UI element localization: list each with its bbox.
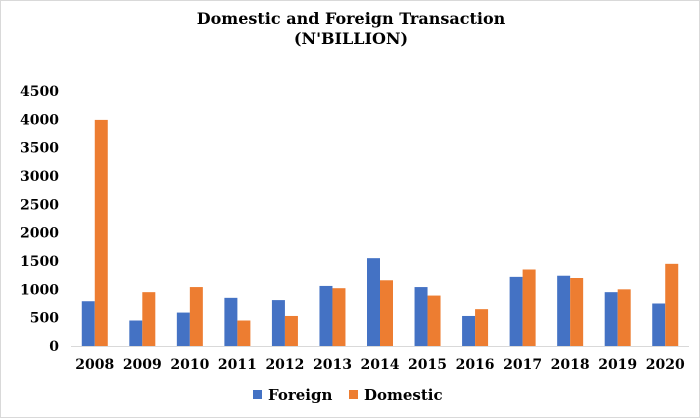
y-tick-label: 4500 (20, 84, 59, 100)
bar-foreign-2014 (367, 258, 380, 346)
bar-foreign-2020 (652, 303, 666, 346)
bar-foreign-2018 (557, 275, 571, 346)
bar-foreign-2015 (414, 287, 428, 346)
legend-label-domestic: Domestic (364, 386, 443, 404)
bar-foreign-2010 (176, 312, 190, 346)
x-tick-label: 2012 (265, 357, 304, 373)
x-tick-label: 2017 (503, 357, 542, 373)
bar-domestic-2014 (380, 280, 393, 346)
legend-label-foreign: Foreign (268, 386, 332, 404)
y-tick-label: 500 (30, 311, 59, 327)
x-tick-label: 2013 (313, 357, 352, 373)
x-tick-label: 2011 (218, 357, 257, 373)
y-tick-label: 3000 (20, 169, 59, 185)
bar-domestic-2009 (142, 292, 156, 346)
bar-domestic-2018 (570, 278, 584, 346)
bar-domestic-2012 (284, 315, 298, 346)
x-tick-label: 2018 (551, 357, 590, 373)
x-tick-label: 2014 (361, 357, 400, 373)
bar-domestic-2019 (617, 289, 631, 346)
legend-swatch-domestic (349, 390, 358, 399)
bar-domestic-2017 (522, 269, 536, 346)
x-axis: 2008 2009 2010 2011 2012 2013 2014 2015 2016 2017… (75, 357, 685, 373)
bars (81, 119, 679, 347)
bar-domestic-2011 (237, 320, 251, 346)
x-tick-label: 2010 (170, 357, 209, 373)
bar-foreign-2016 (462, 315, 476, 346)
bar-domestic-2015 (427, 295, 441, 346)
x-tick-label: 2016 (456, 357, 495, 373)
bar-foreign-2017 (509, 276, 523, 346)
y-tick-label: 2000 (20, 226, 59, 242)
y-tick-label: 4000 (20, 112, 59, 128)
chart-subtitle: (N'BILLION) (293, 29, 409, 48)
bar-domestic-2020 (665, 263, 679, 346)
bar-foreign-2019 (604, 292, 618, 346)
x-tick-label: 2008 (75, 357, 114, 373)
y-tick-label: 1000 (20, 282, 59, 298)
y-tick-label: 2500 (20, 197, 59, 213)
bar-domestic-2013 (332, 288, 346, 346)
legend: Foreign Domestic (253, 386, 443, 404)
y-tick-label: 1500 (20, 254, 59, 270)
bar-foreign-2012 (271, 300, 285, 346)
y-tick-label: 0 (49, 339, 59, 355)
chart-title-block: Domestic and Foreign Transaction (N'BILL… (1, 9, 700, 49)
bar-foreign-2008 (81, 301, 95, 346)
bar-domestic-2008 (94, 119, 108, 347)
x-tick-label: 2020 (646, 357, 685, 373)
x-tick-label: 2019 (598, 357, 637, 373)
bar-foreign-2009 (129, 320, 143, 346)
x-tick-label: 2009 (123, 357, 162, 373)
bar-foreign-2011 (224, 297, 238, 346)
y-axis: 0 500 1000 1500 2000 2500 3000 3500 4000 4500 (20, 84, 59, 355)
bar-domestic-2016 (475, 309, 489, 346)
chart-title: Domestic and Foreign Transaction (196, 9, 506, 28)
x-tick-label: 2015 (408, 357, 447, 373)
y-tick-label: 3500 (20, 141, 59, 157)
bar-foreign-2013 (319, 285, 333, 346)
legend-swatch-foreign (253, 390, 262, 399)
bar-domestic-2010 (189, 287, 203, 346)
